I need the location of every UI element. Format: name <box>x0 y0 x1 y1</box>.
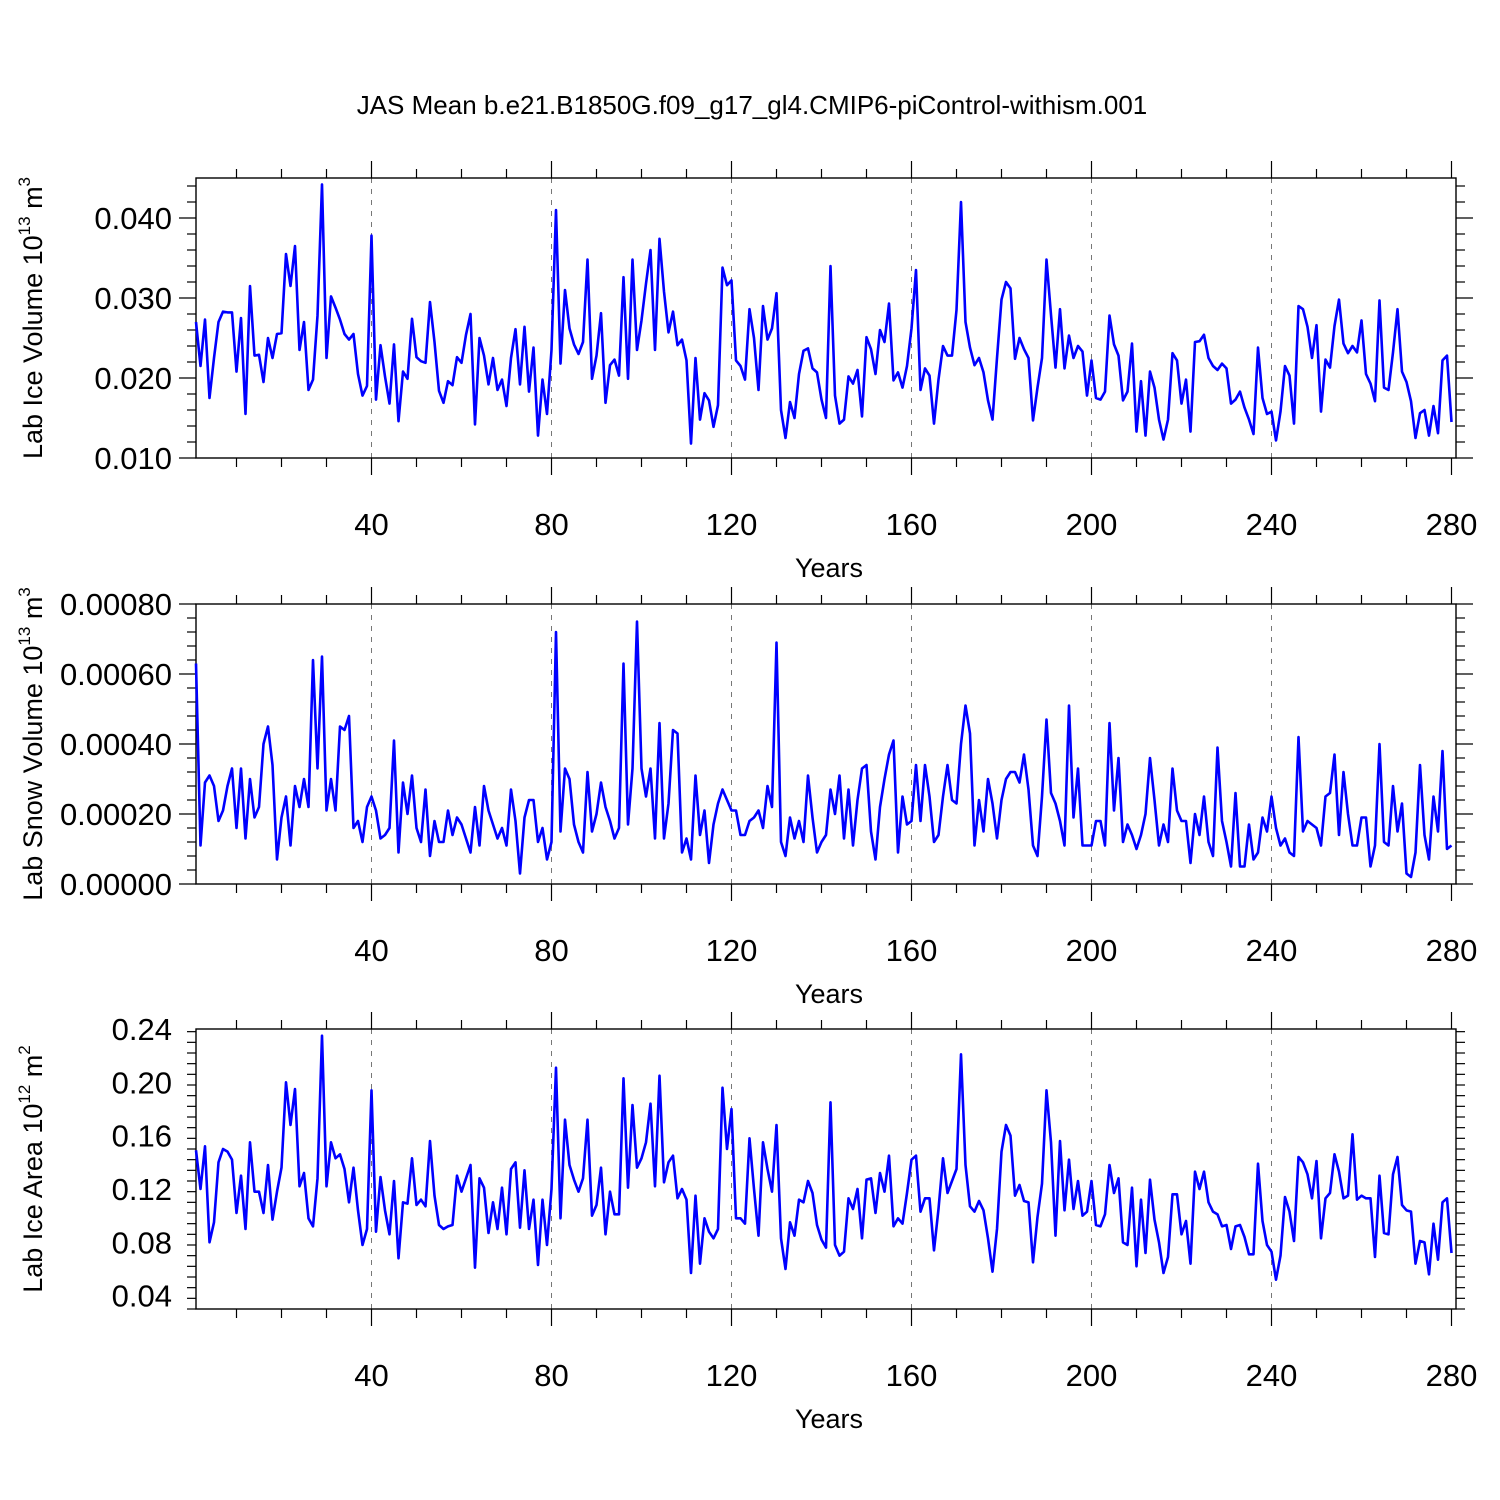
y-tick-label: 0.00040 <box>60 727 172 762</box>
x-tick-label: 80 <box>534 1358 568 1393</box>
y-tick-label: 0.00000 <box>60 867 172 902</box>
y-tick-label: 0.010 <box>94 441 172 476</box>
x-tick-label: 280 <box>1426 1358 1478 1393</box>
chart-title: JAS Mean b.e21.B1850G.f09_g17_gl4.CMIP6-… <box>357 90 1148 120</box>
plot-frame <box>195 177 1457 459</box>
y-axis-label-ylabel-exp: 12 <box>15 1085 34 1104</box>
y-tick-label: 0.20 <box>112 1065 172 1100</box>
x-tick-label: 160 <box>886 933 938 968</box>
x-tick-label: 40 <box>354 507 388 542</box>
y-axis-label-ylabel-exp: 13 <box>15 216 34 235</box>
x-tick-label: 200 <box>1066 507 1118 542</box>
y-tick-label: 0.08 <box>112 1225 172 1260</box>
y-tick-label: 0.040 <box>94 201 172 236</box>
y-axis-label: Lab Ice Area 1012 m2 <box>15 1045 48 1293</box>
y-tick-label: 0.020 <box>94 361 172 396</box>
x-tick-label: 120 <box>706 507 758 542</box>
y-tick-label: 0.030 <box>94 281 172 316</box>
y-tick-label: 0.04 <box>112 1279 172 1314</box>
y-axis-label-ylabel-unit-exp: 2 <box>15 1045 34 1054</box>
x-tick-label: 280 <box>1426 933 1478 968</box>
x-tick-label: 80 <box>534 507 568 542</box>
y-axis-label: Lab Ice Volume 1013 m3 <box>15 177 48 459</box>
panel-ice-volume: 40 80 120 160 200 240 280 0.010 0.020 0.030 0.040 Y… <box>15 161 1477 583</box>
x-axis-label: Years <box>795 1404 863 1434</box>
y-tick-label: 0.16 <box>112 1119 172 1154</box>
x-tick-label: 40 <box>354 1358 388 1393</box>
plot-frame <box>195 1028 1457 1310</box>
series-line <box>194 183 1453 445</box>
y-tick-label: 0.12 <box>112 1172 172 1207</box>
x-tick-label: 240 <box>1246 1358 1298 1393</box>
y-axis-label-ylabel-main: Lab Ice Volume 10 <box>18 235 48 459</box>
x-tick-label: 280 <box>1426 507 1478 542</box>
x-tick-label: 240 <box>1246 507 1298 542</box>
x-tick-label: 120 <box>706 1358 758 1393</box>
y-axis-label-ylabel-main: Lab Snow Volume 10 <box>18 646 48 901</box>
y-axis-label-ylabel-unit: m <box>18 186 48 216</box>
series-line <box>194 1034 1453 1281</box>
x-tick-label: 200 <box>1066 1358 1118 1393</box>
y-axis-label: Lab Snow Volume 1013 m3 <box>15 587 48 901</box>
series-line <box>194 620 1453 879</box>
y-tick-label: 0.00020 <box>60 797 172 832</box>
x-tick-label: 200 <box>1066 933 1118 968</box>
x-tick-label: 80 <box>534 933 568 968</box>
panel-snow-volume: 40 80 120 160 200 240 280 0.00000 0.00020 0.00040… <box>15 587 1477 1009</box>
panel-ice-area: 40 80 120 160 200 240 280 0.04 0.08 0.12 0.16 0.20 0… <box>15 1012 1477 1434</box>
y-axis-label-ylabel-main: Lab Ice Area 10 <box>18 1104 48 1293</box>
y-axis-label-ylabel-exp: 13 <box>15 627 34 646</box>
x-axis-label: Years <box>795 553 863 583</box>
y-tick-label: 0.24 <box>112 1012 172 1047</box>
x-tick-label: 160 <box>886 507 938 542</box>
y-axis-label-ylabel-unit: m <box>18 597 48 627</box>
x-axis-label: Years <box>795 979 863 1009</box>
x-tick-label: 240 <box>1246 933 1298 968</box>
y-axis-label-ylabel-unit-exp: 3 <box>15 177 34 186</box>
x-tick-label: 120 <box>706 933 758 968</box>
x-tick-label: 160 <box>886 1358 938 1393</box>
x-tick-label: 40 <box>354 933 388 968</box>
y-axis-label-ylabel-unit-exp: 3 <box>15 587 34 596</box>
y-tick-label: 0.00060 <box>60 657 172 692</box>
y-axis-label-ylabel-unit: m <box>18 1055 48 1085</box>
y-tick-label: 0.00080 <box>60 587 172 622</box>
